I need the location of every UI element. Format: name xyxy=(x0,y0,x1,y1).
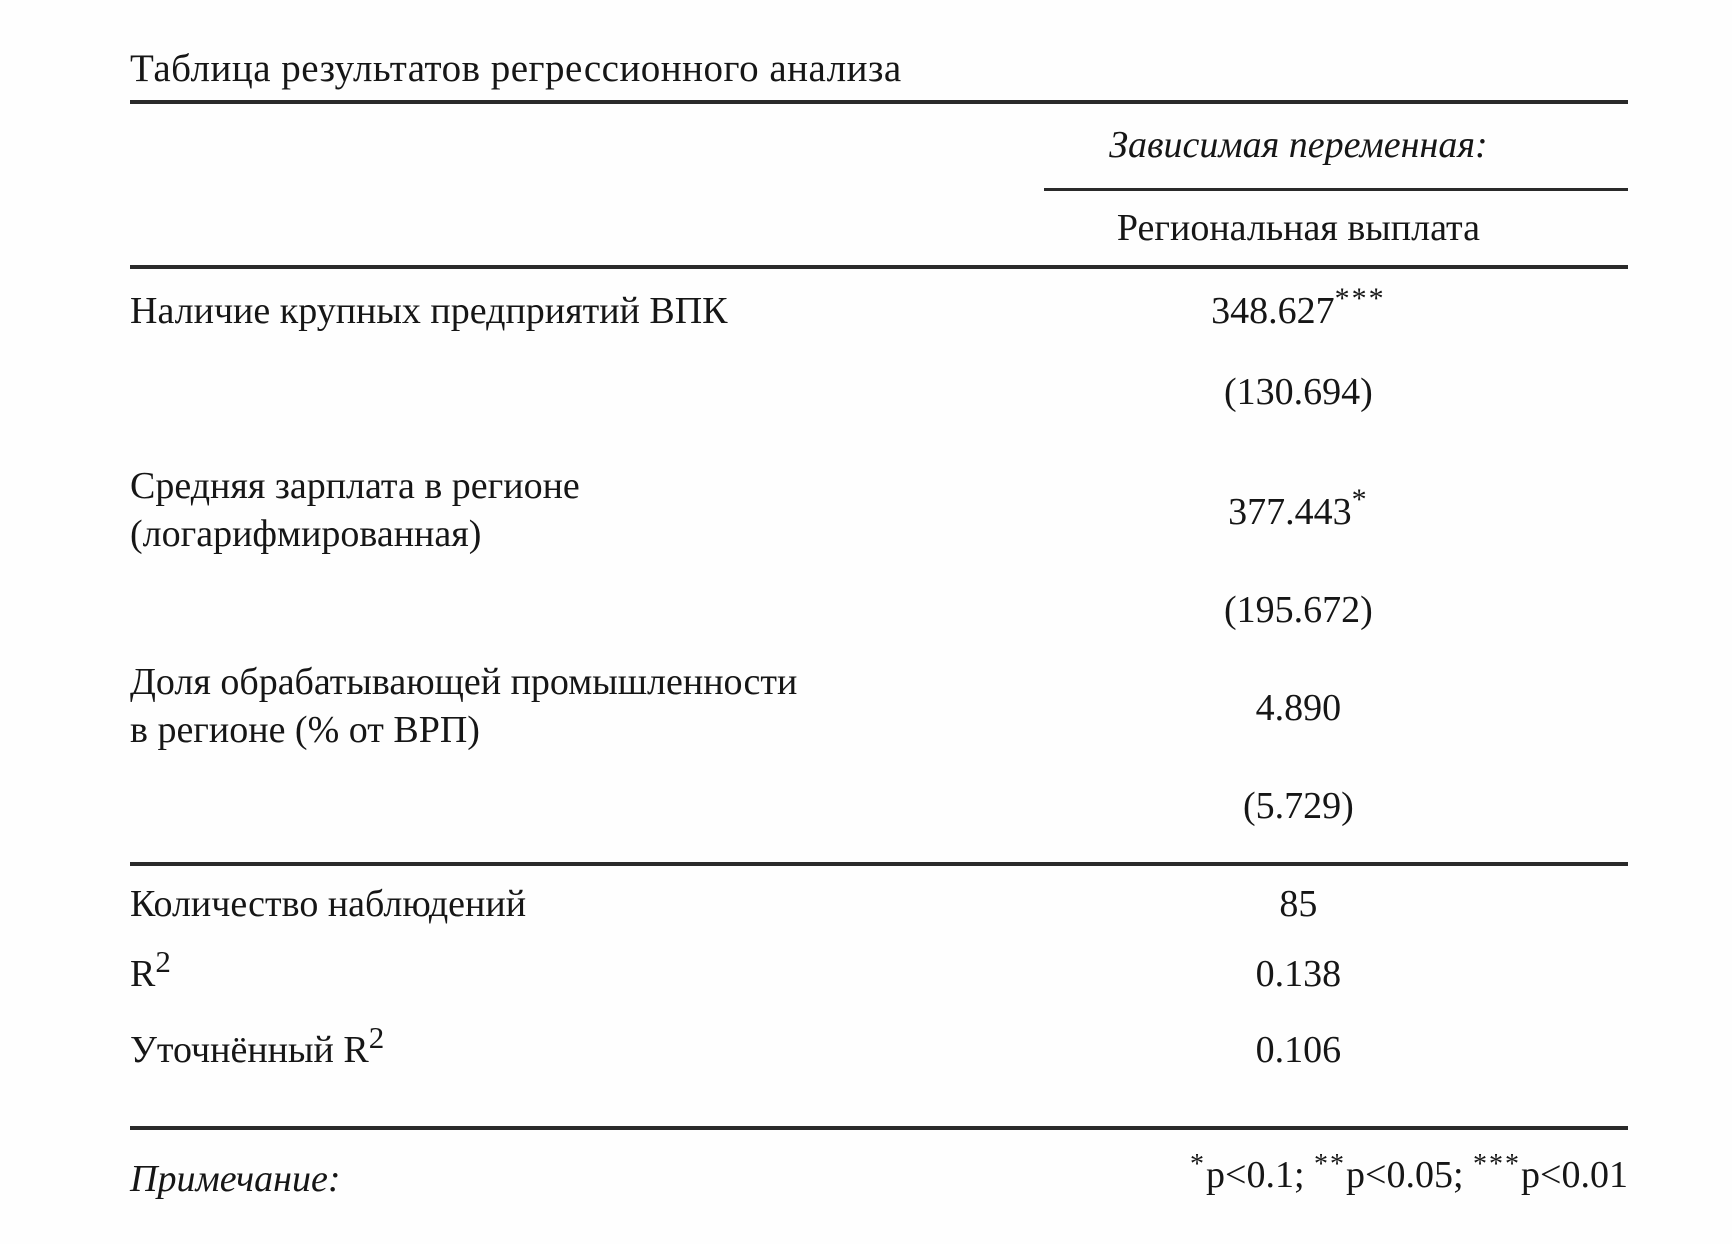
coefficient-label-line: в регионе (% от ВРП) xyxy=(130,709,480,751)
note-threshold: p<0.05; xyxy=(1346,1154,1474,1196)
summary-row: Количество наблюдений 85 xyxy=(130,880,1628,928)
coefficient-value: 377.443* xyxy=(969,462,1628,539)
dependent-variable-underline xyxy=(1043,188,1628,191)
coefficient-row: Средняя зарплата в регионе (логарифмиров… xyxy=(130,462,1628,558)
significance-stars: *** xyxy=(1334,282,1386,315)
std-error-value: (5.729) xyxy=(1243,785,1354,827)
std-error-row: (195.672) xyxy=(130,586,1628,634)
summary-value: 0.138 xyxy=(1255,953,1342,995)
summary-value: 85 xyxy=(1279,883,1318,925)
note-stars: ** xyxy=(1314,1149,1347,1180)
coefficient-value: 4.890 xyxy=(969,658,1628,735)
note-label: Примечание: xyxy=(130,1158,341,1200)
coefficient-number: 348.627 xyxy=(1211,290,1335,332)
coefficient-label-line: Доля обрабатывающей промышленности xyxy=(130,661,798,703)
coefficient-number: 4.890 xyxy=(1255,687,1342,729)
std-error-value: (130.694) xyxy=(1224,371,1373,413)
std-error-row: (130.694) xyxy=(130,368,1628,416)
dependent-variable-header-row: Зависимая переменная: xyxy=(130,104,1628,168)
note-stars: *** xyxy=(1473,1149,1522,1180)
dependent-variable-label: Зависимая переменная: xyxy=(1109,124,1488,166)
coefficient-row: Наличие крупных предприятий ВПК 348.627*… xyxy=(130,282,1628,338)
note-row: Примечание: *p<0.1; **p<0.05; ***p<0.01 xyxy=(130,1149,1628,1204)
summary-label: R2 xyxy=(130,944,969,1000)
coefficient-label: Наличие крупных предприятий ВПК xyxy=(130,290,728,332)
note-stars: * xyxy=(1190,1149,1207,1180)
mid-rule xyxy=(130,862,1628,866)
adjusted-r-squared-base: Уточнённый R xyxy=(130,1029,369,1071)
dependent-variable-name: Региональная выплата xyxy=(1116,207,1480,249)
note-threshold: p<0.1; xyxy=(1206,1154,1315,1196)
r-squared-base: R xyxy=(130,953,156,995)
coefficient-label-line: Средняя зарплата в регионе xyxy=(130,465,580,507)
summary-row: Уточнённый R2 0.106 xyxy=(130,1020,1628,1076)
regression-table: Таблица результатов регрессионного анали… xyxy=(130,44,1628,1204)
coefficient-label-line: (логарифмированная) xyxy=(130,513,482,555)
header-rule xyxy=(130,265,1628,269)
note-text: *p<0.1; **p<0.05; ***p<0.01 xyxy=(729,1149,1628,1204)
coefficient-number: 377.443 xyxy=(1228,491,1352,533)
r-squared-exponent: 2 xyxy=(155,944,171,979)
top-rule xyxy=(130,100,1628,104)
note-threshold: p<0.01 xyxy=(1521,1154,1628,1196)
coefficient-row: Доля обрабатывающей промышленности в рег… xyxy=(130,658,1628,754)
std-error-row: (5.729) xyxy=(130,782,1628,830)
coefficient-value: 348.627*** xyxy=(969,282,1628,338)
std-error-value: (195.672) xyxy=(1224,589,1373,631)
bottom-rule xyxy=(130,1126,1628,1130)
adjusted-r-squared-exponent: 2 xyxy=(368,1020,385,1055)
summary-value: 0.106 xyxy=(1255,1029,1342,1071)
coefficient-label: Средняя зарплата в регионе (логарифмиров… xyxy=(130,462,969,558)
summary-label: Уточнённый R2 xyxy=(130,1020,969,1076)
summary-label: Количество наблюдений xyxy=(130,883,527,925)
dependent-variable-name-row: Региональная выплата xyxy=(130,205,1628,251)
summary-row: R2 0.138 xyxy=(130,944,1628,1000)
significance-stars: * xyxy=(1351,483,1369,516)
coefficient-label: Доля обрабатывающей промышленности в рег… xyxy=(130,658,969,754)
table-title: Таблица результатов регрессионного анали… xyxy=(130,47,902,90)
